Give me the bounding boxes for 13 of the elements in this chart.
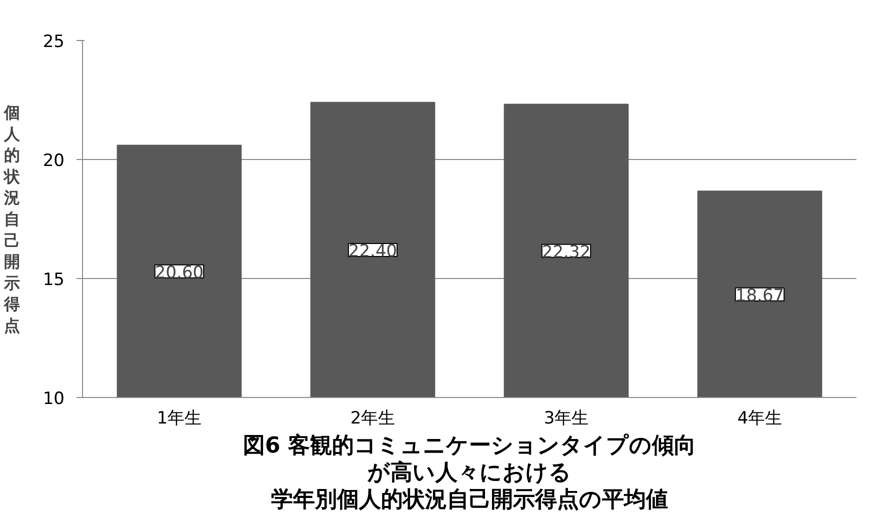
x-tick-label: 1年生 [156, 408, 202, 428]
x-tick-label: 4年生 [737, 408, 782, 428]
text: 個人的状況自己開示得点 [4, 103, 20, 335]
y-tick-label: 10 [42, 389, 65, 409]
x-tick-label: 3年生 [544, 408, 589, 428]
data-label: 18.67 [735, 286, 784, 306]
y-tick-label: 25 [42, 32, 65, 52]
data-label: 22.32 [542, 242, 591, 262]
y-tick-label: 15 [42, 270, 65, 290]
x-tick-label: 2年生 [350, 408, 396, 428]
data-label: 20.60 [154, 262, 204, 283]
y-tick-label: 20 [42, 151, 65, 171]
text: 図6 客観的コミュニケーションタイプの傾向が高い人々における学年別個人的状況自己開示得点の平均値 [243, 432, 696, 512]
